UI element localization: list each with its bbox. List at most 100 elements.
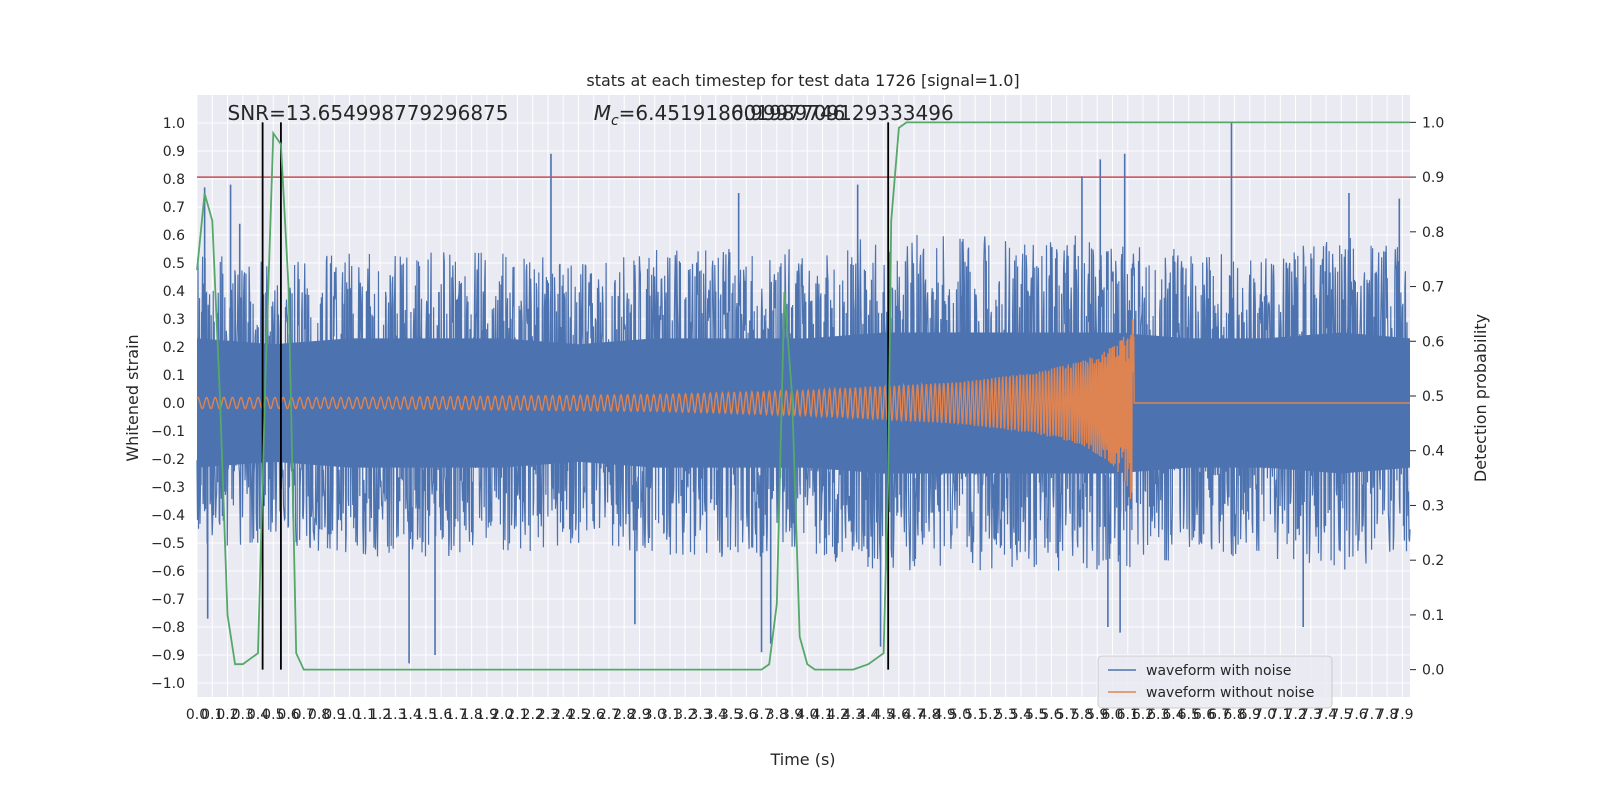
y-tick-0: −1.0 xyxy=(151,676,185,692)
x-tick-30: 3.0 xyxy=(644,707,666,723)
x-tick-20: 2.0 xyxy=(491,707,513,723)
legend-label-without-noise: waveform without noise xyxy=(1146,685,1314,701)
x-tick-24: 2.4 xyxy=(552,707,574,723)
y2-tick-8: 0.8 xyxy=(1422,225,1444,241)
y-tick-15: 0.5 xyxy=(163,256,185,272)
x-tick-33: 3.3 xyxy=(689,707,711,723)
y2-axis-label: Detection probability xyxy=(1471,314,1490,482)
x-tick-52: 5.2 xyxy=(979,707,1001,723)
x-tick-57: 5.7 xyxy=(1056,707,1078,723)
y-axis-ticks: −1.0 −0.9 −0.8 −0.7 −0.6 −0.5 −0.4 −0.3 −0.2 −0.1… xyxy=(151,116,185,692)
x-axis-label: Time (s) xyxy=(769,750,835,769)
x-tick-15: 1.5 xyxy=(415,707,437,723)
x-tick-38: 3.8 xyxy=(766,707,788,723)
y2-tick-10: 1.0 xyxy=(1422,115,1444,131)
x-tick-72: 7.2 xyxy=(1284,707,1306,723)
x-tick-45: 4.5 xyxy=(872,707,894,723)
y-tick-4: −0.6 xyxy=(151,564,185,580)
x-tick-32: 3.2 xyxy=(674,707,696,723)
x-tick-28: 2.8 xyxy=(613,707,635,723)
annotation-snr: SNR=13.654998779296875 xyxy=(228,101,509,125)
x-tick-61: 6.1 xyxy=(1117,707,1139,723)
x-tick-60: 6.0 xyxy=(1101,707,1123,723)
x-tick-9: 0.9 xyxy=(323,707,345,723)
x-tick-59: 5.9 xyxy=(1086,707,1108,723)
x-tick-1: 0.1 xyxy=(201,707,223,723)
x-tick-41: 4.1 xyxy=(811,707,833,723)
x-tick-69: 6.9 xyxy=(1239,707,1261,723)
x-tick-63: 6.3 xyxy=(1147,707,1169,723)
y-tick-13: 0.3 xyxy=(163,312,185,328)
y2-tick-4: 0.4 xyxy=(1422,444,1444,460)
x-tick-66: 6.6 xyxy=(1193,707,1215,723)
y-tick-14: 0.4 xyxy=(163,284,185,300)
series-waveform-without-noise xyxy=(196,318,1410,499)
y2-tick-3: 0.3 xyxy=(1422,498,1444,514)
x-axis-ticks: 0.00.10.20.30.40.50.60.70.80.91.01.11.21… xyxy=(186,707,1414,723)
x-tick-12: 1.2 xyxy=(369,707,391,723)
legend: waveform with noise waveform without noi… xyxy=(1097,655,1333,709)
x-tick-37: 3.7 xyxy=(750,707,772,723)
x-tick-67: 6.7 xyxy=(1208,707,1230,723)
y-axis-label: Whitened strain xyxy=(123,334,142,461)
x-tick-64: 6.4 xyxy=(1162,707,1184,723)
x-tick-22: 2.2 xyxy=(522,707,544,723)
y-tick-12: 0.2 xyxy=(163,340,185,356)
y-tick-7: −0.3 xyxy=(151,480,185,496)
x-tick-23: 2.3 xyxy=(537,707,559,723)
y2-tick-5: 0.5 xyxy=(1422,389,1444,405)
y-tick-2: −0.8 xyxy=(151,620,185,636)
legend-label-with-noise: waveform with noise xyxy=(1146,663,1291,679)
x-tick-42: 4.2 xyxy=(827,707,849,723)
x-tick-70: 7.0 xyxy=(1254,707,1276,723)
series-detection-probability xyxy=(196,121,1410,671)
y2-tick-0: 0.0 xyxy=(1422,663,1444,679)
x-tick-19: 1.9 xyxy=(476,707,498,723)
y-tick-17: 0.7 xyxy=(163,200,185,216)
y-tick-3: −0.7 xyxy=(151,592,185,608)
x-tick-16: 1.6 xyxy=(430,707,452,723)
y2-tick-9: 0.9 xyxy=(1422,170,1444,186)
x-tick-0: 0.0 xyxy=(186,707,208,723)
y2-axis-ticks: 0.0 0.1 0.2 0.3 0.4 0.5 0.6 0.7 0.8 0.9 1.0 xyxy=(1410,115,1444,679)
x-tick-54: 5.4 xyxy=(1010,707,1032,723)
y-tick-16: 0.6 xyxy=(163,228,185,244)
chart-title: stats at each timestep for test data 172… xyxy=(586,71,1019,90)
x-tick-74: 7.4 xyxy=(1315,707,1337,723)
x-tick-46: 4.6 xyxy=(888,707,910,723)
y-tick-18: 0.8 xyxy=(163,172,185,188)
x-tick-39: 3.9 xyxy=(781,707,803,723)
x-tick-77: 7.7 xyxy=(1361,707,1383,723)
x-tick-21: 2.1 xyxy=(506,707,528,723)
reference-lines xyxy=(197,122,1410,670)
x-tick-14: 1.4 xyxy=(399,707,421,723)
x-tick-17: 1.7 xyxy=(445,707,467,723)
y-tick-10: 0.0 xyxy=(163,396,185,412)
x-tick-4: 0.4 xyxy=(247,707,269,723)
x-tick-76: 7.6 xyxy=(1345,707,1367,723)
x-tick-71: 7.1 xyxy=(1269,707,1291,723)
x-tick-13: 1.3 xyxy=(384,707,406,723)
legend-box xyxy=(1097,655,1333,709)
x-tick-29: 2.9 xyxy=(628,707,650,723)
y-tick-8: −0.2 xyxy=(151,452,185,468)
x-tick-44: 4.4 xyxy=(857,707,879,723)
x-tick-62: 6.2 xyxy=(1132,707,1154,723)
x-tick-65: 6.5 xyxy=(1178,707,1200,723)
x-tick-50: 5.0 xyxy=(949,707,971,723)
y-tick-6: −0.4 xyxy=(151,508,185,524)
x-tick-8: 0.8 xyxy=(308,707,330,723)
y2-tick-6: 0.6 xyxy=(1422,334,1444,350)
annotations: SNR=13.654998779296875 Mc=6.4519186019897… xyxy=(228,101,954,129)
x-tick-27: 2.7 xyxy=(598,707,620,723)
y-tick-11: 0.1 xyxy=(163,368,185,384)
x-tick-56: 5.6 xyxy=(1040,707,1062,723)
x-tick-2: 0.2 xyxy=(216,707,238,723)
x-tick-43: 4.3 xyxy=(842,707,864,723)
x-tick-6: 0.6 xyxy=(277,707,299,723)
x-tick-7: 0.7 xyxy=(293,707,315,723)
y2-tick-1: 0.1 xyxy=(1422,608,1444,624)
x-tick-58: 5.8 xyxy=(1071,707,1093,723)
y-tick-1: −0.9 xyxy=(151,648,185,664)
y2-tick-2: 0.2 xyxy=(1422,553,1444,569)
